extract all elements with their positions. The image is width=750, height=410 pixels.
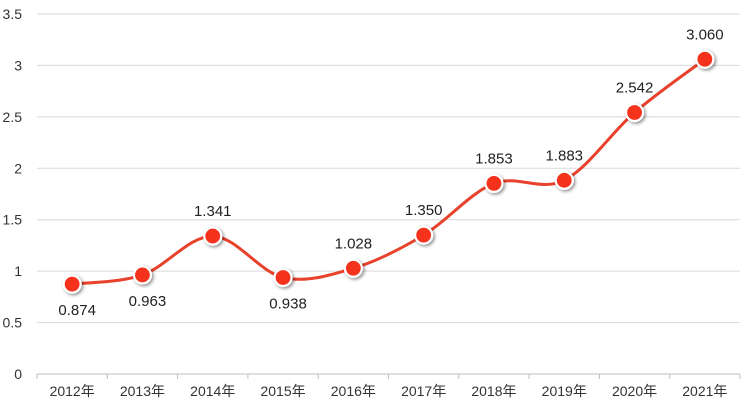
x-axis-ticks: 2012年 2013年 2014年 2015年 2016年 2017年 2018年 2019年…: [36, 374, 741, 399]
gridlines: [37, 13, 740, 375]
data-label: 1.341: [194, 203, 232, 220]
x-tick-label: 2013年: [120, 383, 165, 399]
x-tick-label: 2014年: [190, 383, 235, 399]
data-label: 0.963: [129, 293, 167, 310]
y-tick-label: 2: [14, 160, 22, 176]
x-tick-label: 2016年: [331, 383, 376, 399]
y-axis-ticks: 0 0.5 1 1.5 2 2.5 3 3.5: [3, 6, 23, 382]
data-label: 2.542: [616, 80, 654, 97]
data-point: [273, 267, 293, 288]
data-point: [554, 170, 574, 190]
x-tick-label: 2021年: [682, 383, 727, 399]
data-label: 0.874: [58, 302, 96, 319]
data-point: [695, 49, 715, 69]
x-tick-label: 2018年: [471, 383, 516, 399]
data-label: 1.350: [405, 202, 443, 219]
y-tick-label: 0.5: [3, 315, 23, 331]
y-tick-label: 1: [14, 263, 22, 279]
data-label: 0.938: [269, 296, 307, 313]
y-tick-label: 1.5: [3, 212, 23, 228]
x-tick-label: 2015年: [260, 383, 305, 399]
x-tick-label: 2017年: [401, 383, 446, 399]
y-tick-label: 3.5: [3, 6, 23, 22]
x-tick-label: 2020年: [612, 383, 657, 399]
x-tick-label: 2012年: [50, 383, 95, 399]
data-point: [414, 225, 434, 245]
y-tick-label: 2.5: [3, 109, 23, 125]
data-point: [484, 173, 504, 194]
x-tick-label: 2019年: [542, 383, 587, 399]
y-tick-label: 0: [14, 366, 22, 382]
data-label: 3.060: [686, 26, 724, 43]
markers: [62, 49, 715, 294]
data-point: [132, 265, 153, 285]
series-line: [71, 58, 706, 286]
data-point: [62, 274, 82, 294]
data-label: 1.853: [475, 150, 513, 167]
data-label: 1.028: [335, 235, 373, 252]
data-point: [343, 258, 363, 278]
y-tick-label: 3: [14, 57, 22, 73]
data-point: [203, 226, 223, 246]
data-label: 1.883: [545, 147, 583, 164]
series-line-layer: [71, 58, 706, 286]
data-labels: 0.874 0.963 1.341 0.938 1.028 1.350 1.853 1.883…: [58, 26, 723, 319]
data-point: [624, 102, 645, 123]
